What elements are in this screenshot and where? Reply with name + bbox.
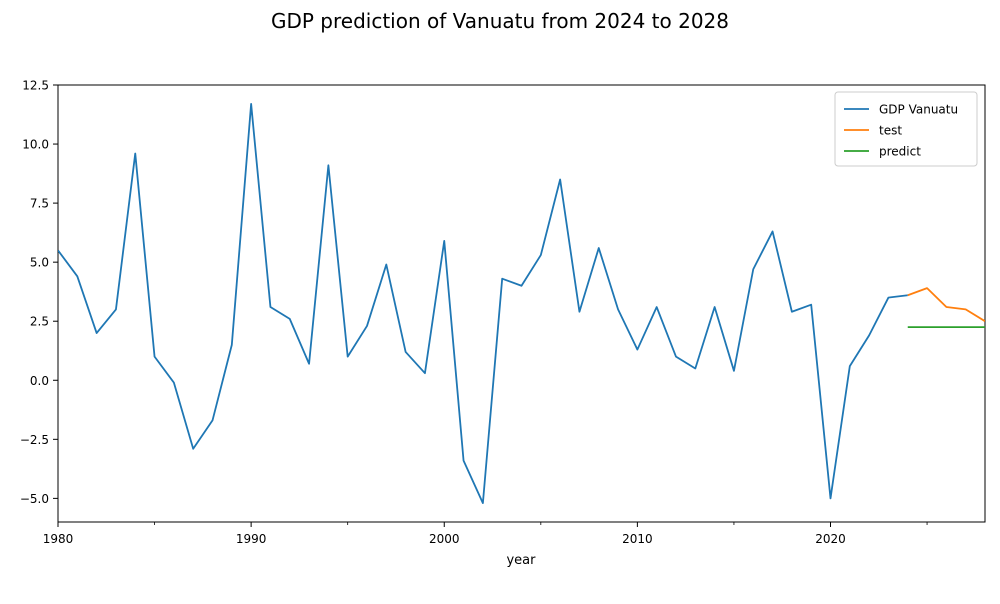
y-tick-label: 7.5: [30, 197, 49, 211]
x-tick-label: 1990: [236, 532, 267, 546]
x-tick-label: 2010: [622, 532, 653, 546]
series-line-0: [58, 103, 908, 505]
y-tick-label: −2.5: [20, 433, 49, 447]
x-tick-label: 1980: [43, 532, 74, 546]
x-tick-label: 2020: [815, 532, 846, 546]
series-layer: [58, 103, 985, 505]
y-tick-label: 0.0: [30, 374, 49, 388]
chart-title: GDP prediction of Vanuatu from 2024 to 2…: [271, 9, 729, 33]
x-axis-label: year: [506, 553, 536, 568]
legend-label-1: test: [879, 124, 902, 138]
legend-label-2: predict: [879, 145, 921, 159]
plot-frame: [57, 84, 986, 523]
series-line-1: [907, 287, 985, 322]
x-tick-label: 2000: [429, 532, 460, 546]
legend: GDP Vanuatu test predict: [834, 91, 978, 167]
y-tick-label: 12.5: [22, 79, 49, 93]
legend-label-0: GDP Vanuatu: [879, 103, 958, 117]
axes: 1980 1990 2000 2010 2020 −5.0 −2.5 0.0 2.5 5.0 7.5…: [20, 79, 986, 546]
y-tick-label: 10.0: [22, 138, 49, 152]
legend-box: [834, 91, 978, 167]
y-tick-label: 5.0: [30, 256, 49, 270]
y-tick-label: −5.0: [20, 492, 49, 506]
y-tick-label: 2.5: [30, 315, 49, 329]
